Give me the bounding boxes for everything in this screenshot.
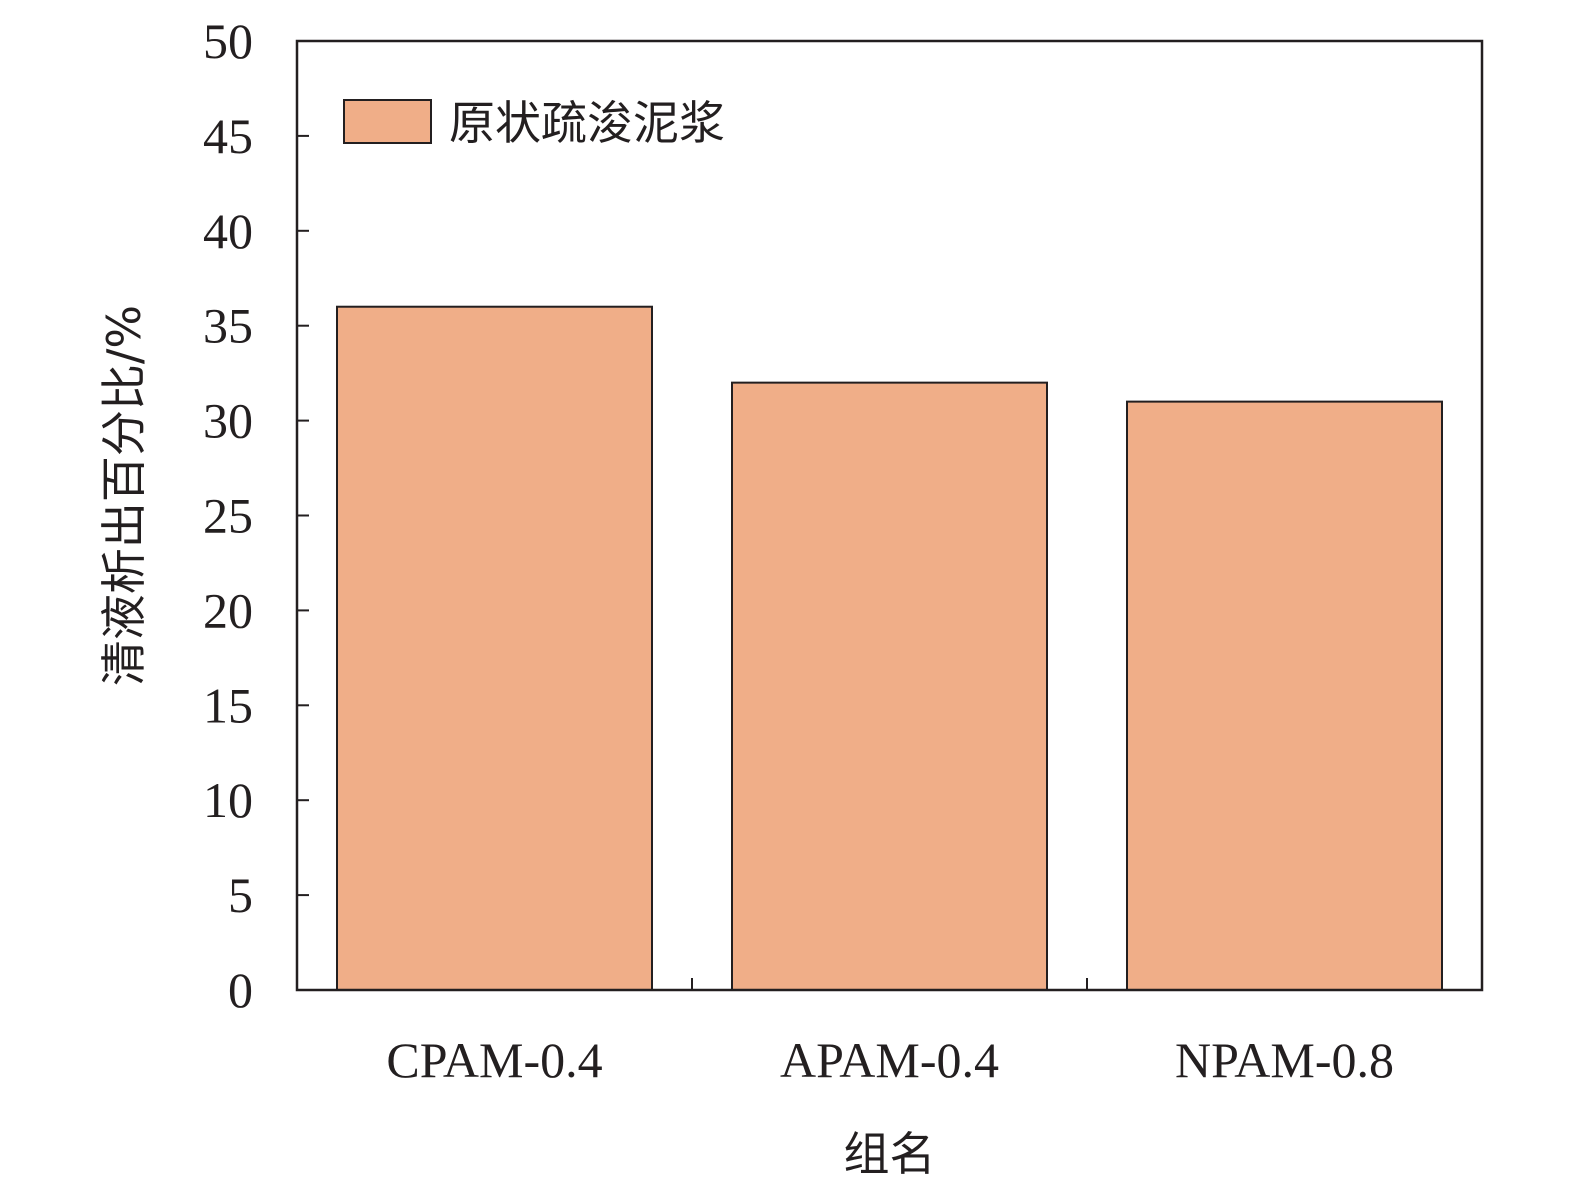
y-tick-label: 50 <box>203 13 253 69</box>
plot-frame <box>295 39 1484 992</box>
y-axis-ticks: 0 5 10 15 20 25 30 35 40 45 50 <box>203 13 309 1018</box>
y-tick-label: 25 <box>203 488 253 544</box>
x-category-label: NPAM-0.8 <box>1175 1032 1394 1088</box>
x-category-label: APAM-0.4 <box>780 1032 999 1088</box>
y-tick-label: 45 <box>203 108 253 164</box>
y-tick-label: 10 <box>203 772 253 828</box>
y-tick-label: 40 <box>203 203 253 259</box>
bar-cpam-0.4 <box>336 305 653 992</box>
y-tick-label: 15 <box>203 677 253 733</box>
y-tick-label: 5 <box>228 867 253 923</box>
y-tick-label: 0 <box>228 962 253 1018</box>
y-tick-label: 20 <box>203 582 253 638</box>
y-axis-title: 清液析出百分比/% <box>97 305 151 686</box>
x-category-label: CPAM-0.4 <box>386 1032 602 1088</box>
bar-apam-0.4 <box>731 381 1048 991</box>
y-tick-label: 35 <box>203 298 253 354</box>
y-tick-label: 30 <box>203 393 253 449</box>
x-axis-title: 组名 <box>844 1127 936 1181</box>
bars <box>336 305 1443 992</box>
legend-label: 原状疏浚泥浆 <box>449 96 725 150</box>
legend-swatch <box>343 99 432 144</box>
legend: 原状疏浚泥浆 <box>343 96 725 150</box>
bar-npam-0.8 <box>1126 400 1443 991</box>
x-axis-categories: CPAM-0.4 APAM-0.4 NPAM-0.8 <box>386 978 1394 1088</box>
